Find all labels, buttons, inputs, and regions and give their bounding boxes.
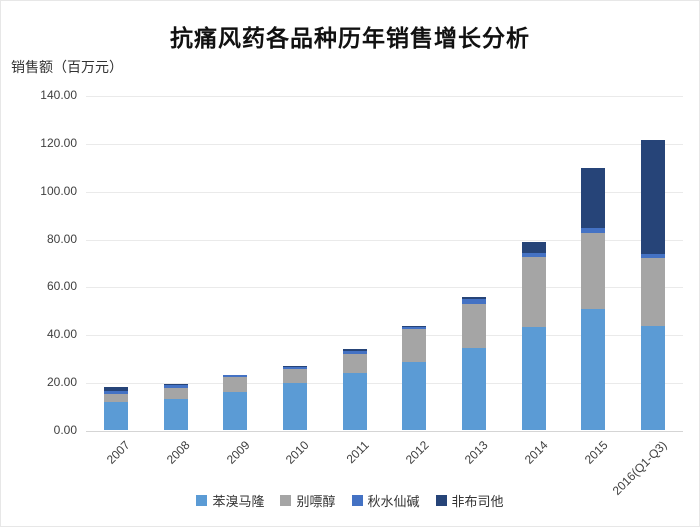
bar-2012 — [402, 325, 427, 430]
gridline — [86, 143, 683, 145]
y-tick-label: 40.00 — [46, 327, 77, 342]
bar-segment-苯溴马隆 — [462, 348, 487, 430]
bar-segment-别嘌醇 — [163, 388, 188, 399]
bar-segment-秋水仙碱 — [462, 298, 487, 304]
legend-label: 秋水仙碱 — [367, 494, 420, 509]
bar-segment-秋水仙碱 — [402, 327, 427, 330]
bar-segment-非布司他 — [163, 384, 188, 386]
legend-swatch-icon — [280, 495, 292, 506]
bar-segment-别嘌醇 — [342, 353, 367, 373]
x-tick-label: 2012 — [402, 438, 432, 467]
bar-segment-非布司他 — [521, 241, 546, 253]
bar-segment-别嘌醇 — [641, 257, 666, 326]
bar-segment-苯溴马隆 — [103, 402, 128, 430]
legend-item-苯溴马隆: 苯溴马隆 — [196, 491, 264, 510]
gridline — [86, 287, 683, 289]
bar-segment-苯溴马隆 — [282, 383, 307, 430]
bar-segment-别嘌醇 — [462, 303, 487, 349]
gridline — [86, 239, 683, 241]
legend-item-秋水仙碱: 秋水仙碱 — [351, 491, 420, 510]
bar-segment-秋水仙碱 — [641, 253, 666, 258]
x-tick-label: 2008 — [163, 438, 193, 467]
gridline — [86, 96, 683, 97]
gridline — [86, 383, 683, 385]
bar-segment-苯溴马隆 — [581, 308, 606, 430]
bar-segment-秋水仙碱 — [103, 391, 128, 395]
bar-2014 — [521, 241, 546, 430]
y-tick-label: 80.00 — [46, 231, 77, 246]
bar-segment-苯溴马隆 — [223, 391, 248, 430]
x-tick-label: 2014 — [521, 438, 551, 467]
x-tick-label: 2007 — [103, 438, 133, 467]
legend-item-非布司他: 非布司他 — [435, 491, 504, 510]
bar-2008 — [163, 384, 188, 430]
legend: 苯溴马隆 别嘌醇 秋水仙碱 非布司他 — [1, 491, 699, 510]
y-tick-label: 100.00 — [40, 183, 77, 198]
bar-2013 — [462, 296, 487, 430]
bar-segment-别嘌醇 — [103, 394, 128, 403]
bar-segment-别嘌醇 — [402, 329, 427, 362]
x-tick-label: 2016(Q1-Q3) — [610, 438, 671, 498]
bar-segment-别嘌醇 — [581, 233, 606, 309]
bar-segment-非布司他 — [641, 140, 666, 254]
x-tick-label: 2015 — [581, 438, 611, 467]
bar-segment-秋水仙碱 — [521, 252, 546, 257]
legend-swatch-icon — [351, 495, 363, 506]
bar-segment-非布司他 — [282, 365, 307, 367]
gridline — [86, 431, 683, 432]
x-tick-label: 2010 — [283, 438, 312, 467]
bar-segment-别嘌醇 — [521, 256, 546, 327]
bar-segment-秋水仙碱 — [223, 374, 248, 378]
legend-swatch-icon — [196, 495, 208, 506]
bar-2009 — [223, 374, 248, 430]
y-tick-label: 140.00 — [40, 88, 77, 102]
bar-segment-秋水仙碱 — [163, 385, 188, 389]
gridline — [86, 191, 683, 193]
bar-segment-非布司他 — [462, 296, 487, 299]
y-tick-label: 20.00 — [46, 375, 77, 390]
legend-swatch-icon — [435, 495, 447, 506]
bar-segment-别嘌醇 — [282, 368, 307, 384]
bar-segment-苯溴马隆 — [641, 325, 666, 430]
x-tick-label: 2013 — [462, 438, 491, 467]
bar-2011 — [342, 349, 367, 430]
y-axis-title: 销售额（百万元） — [11, 59, 123, 75]
x-tick-label: 2009 — [223, 438, 253, 467]
bar-segment-苯溴马隆 — [521, 326, 546, 430]
bar-segment-非布司他 — [103, 387, 128, 392]
bar-2010 — [282, 365, 307, 430]
bar-segment-秋水仙碱 — [282, 366, 307, 369]
chart-title: 抗痛风药各品种历年销售增长分析 — [170, 25, 530, 51]
legend-item-别嘌醇: 别嘌醇 — [280, 491, 336, 510]
gridline — [86, 335, 683, 337]
bar-segment-别嘌醇 — [223, 377, 248, 392]
bar-segment-非布司他 — [342, 349, 367, 352]
legend-label: 非布司他 — [451, 494, 504, 509]
bar-2007 — [103, 387, 128, 430]
bar-segment-非布司他 — [581, 168, 606, 229]
y-tick-label: 120.00 — [40, 135, 77, 150]
plot-area — [86, 96, 683, 432]
y-tick-label: 60.00 — [46, 279, 77, 294]
bar-segment-苯溴马隆 — [402, 361, 427, 430]
bar-segment-秋水仙碱 — [581, 228, 606, 234]
x-tick-label: 2011 — [343, 438, 372, 467]
bar-segment-苯溴马隆 — [342, 372, 367, 430]
bar-segment-秋水仙碱 — [342, 351, 367, 354]
bar-segment-苯溴马隆 — [163, 398, 188, 430]
bar-2015 — [581, 168, 606, 430]
legend-label: 别嘌醇 — [296, 494, 336, 509]
y-tick-label: 0.00 — [53, 423, 77, 437]
bar-segment-非布司他 — [402, 325, 427, 328]
bar-2016(Q1-Q3) — [641, 140, 666, 430]
legend-label: 苯溴马隆 — [212, 494, 265, 509]
